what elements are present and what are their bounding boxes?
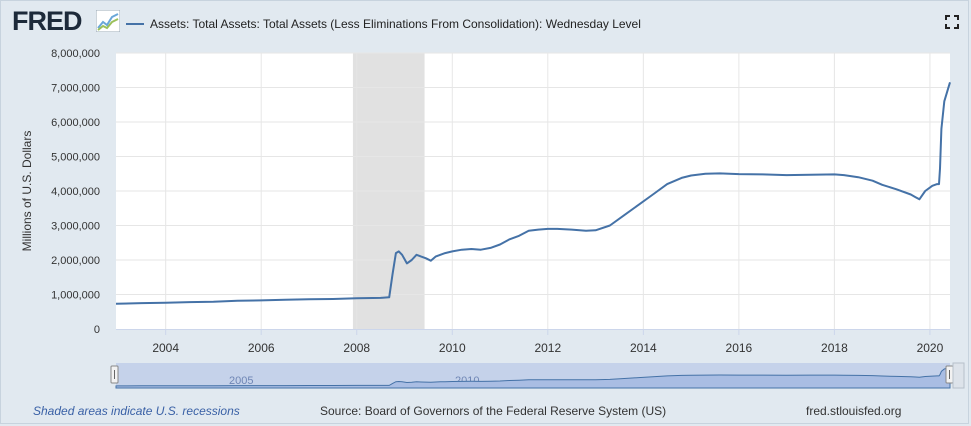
y-tick-label-6: 6,000,000 (51, 117, 100, 129)
navigator-series-area (115, 366, 951, 389)
y-tick-label-5: 5,000,000 (51, 152, 100, 164)
y-tick-label-1: 1,000,000 (51, 290, 100, 302)
y-tick-label-8: 8,000,000 (51, 48, 100, 60)
source-text: Source: Board of Governors of the Federa… (320, 404, 667, 418)
fullscreen-icon[interactable] (945, 15, 959, 29)
y-tick-label-0: 0 (94, 324, 100, 336)
fred-logo[interactable]: FRED (12, 6, 82, 36)
x-tick-label-6: 2016 (726, 341, 753, 355)
site-link[interactable]: fred.stlouisfed.org (806, 404, 902, 418)
y-tick-label-4: 4,000,000 (51, 186, 100, 198)
x-tick-label-3: 2010 (439, 341, 466, 355)
series-line-total-assets (115, 82, 951, 305)
x-tick-label-0: 2004 (152, 341, 179, 355)
y-tick-label-7: 7,000,000 (51, 83, 100, 95)
y-axis-label: Millions of U.S. Dollars (20, 131, 34, 252)
x-tick-label-5: 2014 (630, 341, 657, 355)
y-tick-label-2: 2,000,000 (51, 255, 100, 267)
navigator-scroll-button[interactable] (952, 362, 965, 389)
x-tick-label-8: 2020 (917, 341, 944, 355)
navigator-label-2005: 2005 (229, 375, 253, 387)
gridlines-group (116, 52, 950, 330)
chart-legend: Assets: Total Assets: Total Assets (Less… (126, 15, 641, 33)
x-tick-label-4: 2012 (534, 341, 561, 355)
x-tick-label-7: 2018 (821, 341, 848, 355)
x-tick-label-2: 2008 (343, 341, 370, 355)
x-tick-labels-group: 2004 2006 2008 2010 2012 2014 2016 2018 2020 (152, 329, 944, 355)
fred-graph-icon (96, 10, 120, 32)
legend-swatch (126, 23, 144, 25)
legend-label: Assets: Total Assets: Total Assets (Less… (150, 17, 641, 31)
x-tick-label-1: 2006 (248, 341, 275, 355)
y-tick-label-3: 3,000,000 (51, 221, 100, 233)
recession-note: Shaded areas indicate U.S. recessions (33, 404, 240, 418)
y-tick-labels-group: 0 1,000,000 2,000,000 3,000,000 4,000,000 5,0… (51, 48, 100, 336)
